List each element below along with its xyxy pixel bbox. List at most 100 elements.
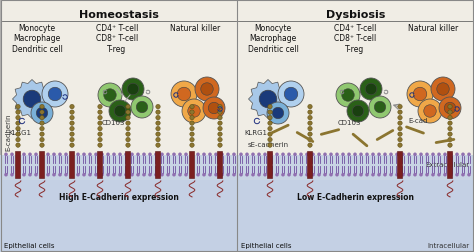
Circle shape <box>371 173 375 177</box>
Circle shape <box>365 153 369 156</box>
Circle shape <box>437 173 441 177</box>
FancyBboxPatch shape <box>237 0 474 155</box>
Circle shape <box>341 153 345 156</box>
Circle shape <box>461 173 465 177</box>
Circle shape <box>272 108 284 119</box>
Circle shape <box>184 153 188 156</box>
Circle shape <box>275 173 279 177</box>
FancyBboxPatch shape <box>0 0 237 155</box>
Circle shape <box>220 173 224 177</box>
Circle shape <box>431 173 435 177</box>
Circle shape <box>22 173 26 177</box>
Circle shape <box>203 98 225 119</box>
Circle shape <box>218 132 222 137</box>
Circle shape <box>269 153 273 156</box>
Circle shape <box>299 153 303 156</box>
Circle shape <box>40 153 44 156</box>
Circle shape <box>148 173 152 177</box>
Circle shape <box>317 153 321 156</box>
Circle shape <box>218 116 222 120</box>
Circle shape <box>112 153 116 156</box>
Circle shape <box>42 82 68 108</box>
FancyBboxPatch shape <box>398 151 402 178</box>
Circle shape <box>156 121 160 126</box>
Circle shape <box>311 173 315 177</box>
Circle shape <box>245 173 249 177</box>
Circle shape <box>413 88 427 101</box>
Circle shape <box>156 116 160 120</box>
Circle shape <box>64 173 68 177</box>
Circle shape <box>418 100 442 123</box>
Circle shape <box>257 153 261 156</box>
Circle shape <box>160 153 164 156</box>
Circle shape <box>461 153 465 156</box>
Circle shape <box>293 173 297 177</box>
Circle shape <box>437 153 441 156</box>
Circle shape <box>353 173 357 177</box>
Circle shape <box>202 173 206 177</box>
Circle shape <box>347 173 351 177</box>
Circle shape <box>448 110 452 115</box>
Circle shape <box>154 173 158 177</box>
FancyBboxPatch shape <box>16 151 20 178</box>
Circle shape <box>389 153 393 156</box>
Circle shape <box>448 116 452 120</box>
Circle shape <box>360 79 382 101</box>
Circle shape <box>94 153 98 156</box>
Text: CD103: CD103 <box>338 119 362 125</box>
Text: Monocyte
Macrophage
Dendritic cell: Monocyte Macrophage Dendritic cell <box>11 24 63 54</box>
Circle shape <box>293 153 297 156</box>
Circle shape <box>40 127 44 131</box>
Circle shape <box>448 105 452 109</box>
Circle shape <box>353 153 357 156</box>
Circle shape <box>190 143 194 148</box>
Circle shape <box>124 153 128 156</box>
Circle shape <box>196 173 200 177</box>
Circle shape <box>156 138 160 142</box>
Circle shape <box>178 153 182 156</box>
Text: Monocyte
Macrophage
Dendritic cell: Monocyte Macrophage Dendritic cell <box>247 24 299 54</box>
Circle shape <box>398 127 402 131</box>
Circle shape <box>374 102 386 113</box>
Circle shape <box>208 103 220 114</box>
FancyBboxPatch shape <box>98 151 102 178</box>
Circle shape <box>98 105 102 109</box>
Circle shape <box>359 153 363 156</box>
Circle shape <box>137 102 148 113</box>
Circle shape <box>126 121 130 126</box>
Circle shape <box>58 173 62 177</box>
Circle shape <box>16 173 20 177</box>
Circle shape <box>48 88 62 101</box>
Circle shape <box>308 127 312 131</box>
Circle shape <box>251 173 255 177</box>
Circle shape <box>268 138 272 142</box>
Circle shape <box>126 143 130 148</box>
Circle shape <box>70 138 74 142</box>
Circle shape <box>437 83 449 96</box>
Circle shape <box>329 153 333 156</box>
Circle shape <box>257 173 261 177</box>
Circle shape <box>443 173 447 177</box>
Circle shape <box>16 110 20 115</box>
Circle shape <box>308 132 312 137</box>
Circle shape <box>308 143 312 148</box>
Circle shape <box>190 153 194 156</box>
Circle shape <box>218 121 222 126</box>
Circle shape <box>94 173 98 177</box>
Polygon shape <box>12 80 52 119</box>
Circle shape <box>98 121 102 126</box>
Circle shape <box>190 105 194 109</box>
Polygon shape <box>248 80 288 119</box>
Circle shape <box>124 173 128 177</box>
Circle shape <box>100 173 104 177</box>
Circle shape <box>448 121 452 126</box>
Circle shape <box>16 153 20 156</box>
Circle shape <box>136 173 140 177</box>
Circle shape <box>398 132 402 137</box>
Circle shape <box>268 143 272 148</box>
Circle shape <box>317 173 321 177</box>
Text: Epithelial cells: Epithelial cells <box>241 242 292 248</box>
Circle shape <box>383 153 387 156</box>
Circle shape <box>268 116 272 120</box>
Circle shape <box>34 153 38 156</box>
